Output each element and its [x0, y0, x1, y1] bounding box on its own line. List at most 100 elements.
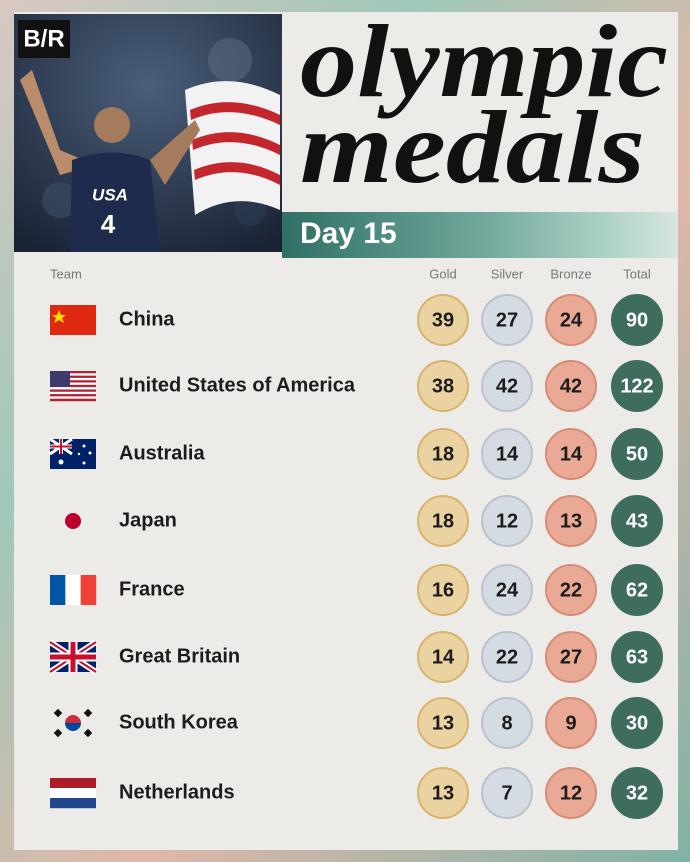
flag-stripe	[50, 387, 96, 390]
silver-count: 14	[496, 443, 519, 465]
table-row: South Korea 13 8 9 30	[53, 697, 663, 749]
gold-count: 13	[432, 782, 454, 804]
total-count: 50	[626, 443, 648, 465]
bronze-count: 24	[560, 309, 583, 331]
column-header: Silver	[491, 266, 524, 281]
flag-star	[88, 451, 92, 455]
flag-stripe	[50, 396, 96, 399]
table-row: Great Britain 14 22 27 63	[48, 631, 663, 683]
flag-band	[50, 575, 66, 605]
flag	[50, 305, 96, 335]
silver-badge	[481, 767, 533, 819]
gold-badge	[417, 495, 469, 547]
bronze-count: 13	[560, 510, 582, 532]
flag-stripe	[50, 375, 96, 379]
bronze-badge	[545, 697, 597, 749]
column-header: Total	[623, 266, 651, 281]
flag-stripe	[50, 391, 96, 395]
silver-badge	[481, 631, 533, 683]
total-badge	[611, 697, 663, 749]
silver-count: 42	[496, 375, 518, 397]
team-name: Australia	[119, 442, 205, 464]
flag-stripe	[50, 373, 96, 376]
bronze-badge	[545, 767, 597, 819]
total-count: 62	[626, 579, 648, 601]
silver-count: 24	[496, 579, 519, 601]
table-row: France 16 24 22 62	[50, 564, 663, 616]
flag	[65, 513, 81, 529]
flag-cross	[50, 439, 72, 454]
bronze-badge	[545, 360, 597, 412]
flag-stripe	[50, 371, 96, 374]
flag-stripe	[50, 377, 96, 381]
flag-stripe	[50, 380, 96, 383]
bronze-count: 42	[560, 375, 582, 397]
flag	[50, 778, 96, 809]
bronze-badge	[545, 294, 597, 346]
flag-taegeuk	[65, 723, 81, 731]
flag-star	[82, 461, 86, 465]
table-row: Japan 18 12 13 43	[65, 495, 663, 547]
gold-badge	[417, 767, 469, 819]
bronze-count: 9	[565, 712, 576, 734]
flag-stripe	[50, 389, 96, 392]
bronze-count: 14	[560, 443, 583, 465]
silver-badge	[481, 564, 533, 616]
gold-badge	[417, 631, 469, 683]
gold-badge	[417, 428, 469, 480]
jersey-number: 4	[101, 209, 116, 239]
flag	[48, 639, 98, 675]
total-badge	[611, 767, 663, 819]
team-name: China	[119, 308, 175, 330]
subtitle: Day 15	[300, 217, 397, 250]
table-row: Australia 18 14 14 50	[49, 428, 663, 480]
total-count: 122	[620, 375, 653, 397]
flag-disc	[65, 513, 81, 529]
silver-badge	[481, 697, 533, 749]
flag-star	[58, 459, 64, 465]
total-badge	[611, 564, 663, 616]
gold-badge	[417, 564, 469, 616]
total-count: 32	[626, 782, 648, 804]
total-badge	[611, 495, 663, 547]
silver-badge	[481, 360, 533, 412]
photo: USA 4 B/R	[14, 14, 282, 252]
flag-band	[50, 778, 96, 789]
flag-stripe	[50, 398, 96, 402]
title-line-1: olympic	[300, 4, 668, 119]
silver-badge	[481, 294, 533, 346]
total-count: 90	[626, 309, 648, 331]
flag-canton	[50, 371, 70, 387]
gold-badge	[417, 697, 469, 749]
flag	[49, 437, 96, 469]
gold-count: 16	[432, 579, 454, 601]
flag	[50, 575, 97, 605]
gold-count: 39	[432, 309, 454, 331]
bronze-count: 22	[560, 579, 582, 601]
flag-star	[77, 452, 81, 456]
jersey-text: USA	[92, 185, 128, 204]
total-badge	[611, 360, 663, 412]
subtitle-band	[282, 212, 678, 258]
flag-star	[82, 444, 86, 448]
gold-count: 14	[432, 646, 455, 668]
bronze-badge	[545, 631, 597, 683]
silver-count: 12	[496, 510, 518, 532]
team-name: United States of America	[119, 374, 356, 396]
flag-band	[65, 575, 81, 605]
flag-taegeuk	[65, 715, 81, 723]
gold-count: 18	[432, 510, 454, 532]
total-badge	[611, 428, 663, 480]
column-header: Gold	[429, 266, 456, 281]
medal-table: Team Gold Silver Bronze Total China 39 27 24 90 Un…	[48, 266, 663, 819]
flag-stripe	[50, 382, 96, 386]
flag-band	[50, 788, 96, 799]
bronze-badge	[545, 564, 597, 616]
team-name: France	[119, 578, 185, 600]
flag-band	[50, 798, 96, 809]
table-row: Netherlands 13 7 12 32	[50, 767, 663, 819]
silver-count: 7	[501, 782, 512, 804]
team-name: Netherlands	[119, 781, 235, 803]
silver-count: 27	[496, 309, 518, 331]
silver-count: 22	[496, 646, 518, 668]
